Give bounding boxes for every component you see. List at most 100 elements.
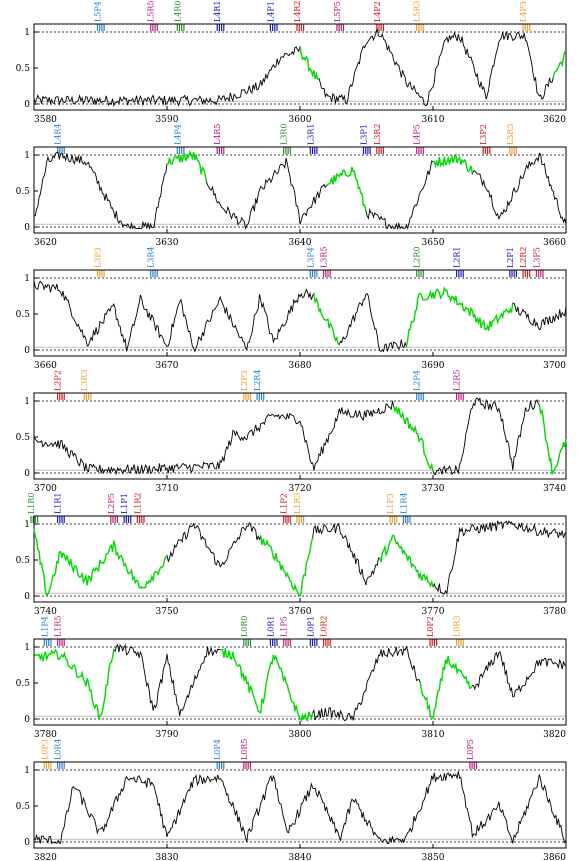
trace-line [33, 520, 567, 597]
highlight-segment [299, 45, 320, 80]
marker-label: L1P2 [280, 493, 289, 514]
y-tick-label: 0.5 [16, 556, 31, 566]
marker-label: L3R4 [147, 246, 156, 268]
y-tick-label: 0 [24, 346, 30, 356]
marker-label: L2P2 [54, 370, 63, 391]
x-tick-label: 3580 [34, 115, 57, 125]
marker-label: L3P1 [360, 124, 369, 145]
x-tick-label: 3780 [543, 607, 566, 617]
x-tick-label: 3690 [422, 361, 445, 371]
plot-frame [33, 392, 567, 480]
marker-label: L0R2 [320, 615, 329, 637]
marker-label: L1P1 [120, 493, 129, 514]
marker-label: L1P4 [40, 616, 49, 637]
y-tick-label: 0 [24, 838, 30, 848]
marker-label: L0P2 [426, 616, 435, 637]
marker-label: L3R0 [280, 123, 289, 145]
marker-label: L2P4 [413, 370, 422, 391]
y-tick-label: 0.5 [16, 187, 31, 197]
marker-label: L0P3 [40, 739, 49, 760]
trace-line [33, 27, 567, 107]
y-tick-label: 0 [24, 592, 30, 602]
panel-2: L4R4 L4P4 L4R5 L3R0 L3R1 L3P1 L3R2 L4P5 L3P2 L3R3… [16, 123, 567, 248]
plot-frame [33, 269, 567, 357]
marker-label: L2R0 [413, 246, 422, 268]
marker-label: L4R4 [54, 123, 63, 145]
marker-label: L3R5 [320, 246, 329, 268]
marker-label: L3P5 [532, 247, 541, 268]
marker-label: L4P2 [373, 1, 382, 22]
highlight-segment [260, 535, 314, 598]
marker-label: L3R2 [373, 123, 382, 145]
marker-label: L3P4 [306, 247, 315, 268]
x-tick-label: 3660 [543, 238, 566, 248]
marker-label: L4R1 [213, 0, 222, 22]
x-tick-label: 3630 [156, 238, 179, 248]
highlight-segment [33, 528, 168, 597]
y-tick-label: 0.5 [16, 433, 31, 443]
marker-label: L5R5 [147, 0, 156, 22]
x-tick-label: 3710 [156, 484, 179, 494]
y-tick-label: 1 [24, 397, 30, 407]
marker-label: L0R4 [54, 738, 63, 760]
panel-3: L3P3 L3R4 L3P4 L3R5 L2R0 L2R1 L2P1 L2R2 L3P5 0 0.5… [16, 246, 567, 371]
highlight-segment [379, 534, 434, 588]
x-tick-label: 3850 [422, 853, 445, 861]
x-tick-label: 3590 [156, 115, 179, 125]
trace-line [33, 150, 567, 231]
x-tick-label: 3740 [543, 484, 566, 494]
panel-7: L0P3 L0R4 L0P4 L0R5 L0P5 0 0.5 1 3820 3830 3840 385… [16, 738, 567, 861]
marker-label: L3R3 [80, 369, 89, 391]
x-tick-label: 3730 [422, 484, 445, 494]
x-tick-label: 3770 [422, 607, 445, 617]
highlight-segment [419, 656, 473, 720]
y-tick-label: 1 [24, 274, 30, 284]
marker-label: L5P5 [333, 1, 342, 22]
marker-label: L1R5 [54, 615, 63, 637]
marker-label: L0R1 [266, 615, 275, 637]
marker-label: L2R2 [519, 246, 528, 268]
y-tick-label: 0 [24, 100, 30, 110]
y-tick-label: 1 [24, 766, 30, 776]
marker-label: L1R2 [133, 492, 142, 514]
trace-line [33, 397, 567, 476]
x-tick-label: 3780 [34, 730, 57, 740]
plot-frame [33, 515, 567, 603]
panel-6: L1P4 L1R5 L0R0 L0R1 L1P5 L0P1 L0R2 L0P2 L0R3 0 0.5… [16, 615, 567, 740]
x-tick-label: 3700 [34, 484, 57, 494]
marker-label: L4R2 [293, 0, 302, 22]
marker-label: L0P1 [306, 616, 315, 637]
panel-4: L2P2 L3R3 L2P3 L2R4 L2P4 L2R5 0 0.5 1 3700 3710 372… [16, 369, 567, 494]
marker-label: L5R3 [413, 0, 422, 22]
trace-line [33, 771, 567, 845]
highlight-segment [219, 648, 314, 723]
x-tick-label: 3600 [289, 115, 312, 125]
marker-label: L3R3 [506, 123, 515, 145]
y-tick-label: 1 [24, 520, 30, 530]
x-tick-label: 3760 [289, 607, 312, 617]
x-tick-label: 3750 [156, 607, 179, 617]
marker-label: L0R3 [453, 615, 462, 637]
marker-label: L4R5 [213, 123, 222, 145]
marker-label: L1P5 [280, 616, 289, 637]
x-tick-label: 3810 [422, 730, 445, 740]
marker-label: L3R1 [306, 123, 315, 145]
marker-label: L0P5 [466, 739, 475, 760]
marker-label: L0P4 [213, 739, 222, 760]
marker-label: L4P4 [173, 124, 182, 145]
x-tick-label: 3840 [289, 853, 312, 861]
marker-label: L1R1 [54, 492, 63, 514]
marker-label: L2R4 [253, 369, 262, 391]
trace-line [33, 643, 567, 722]
x-tick-label: 3640 [289, 238, 312, 248]
y-tick-label: 0.5 [16, 64, 31, 74]
marker-label: L5P4 [94, 1, 103, 22]
marker-label: L2R5 [453, 369, 462, 391]
y-tick-label: 0 [24, 223, 30, 233]
x-tick-label: 3860 [543, 853, 566, 861]
marker-label: L1R0 [27, 492, 36, 514]
highlight-segment [405, 286, 514, 347]
x-tick-label: 3650 [422, 238, 445, 248]
